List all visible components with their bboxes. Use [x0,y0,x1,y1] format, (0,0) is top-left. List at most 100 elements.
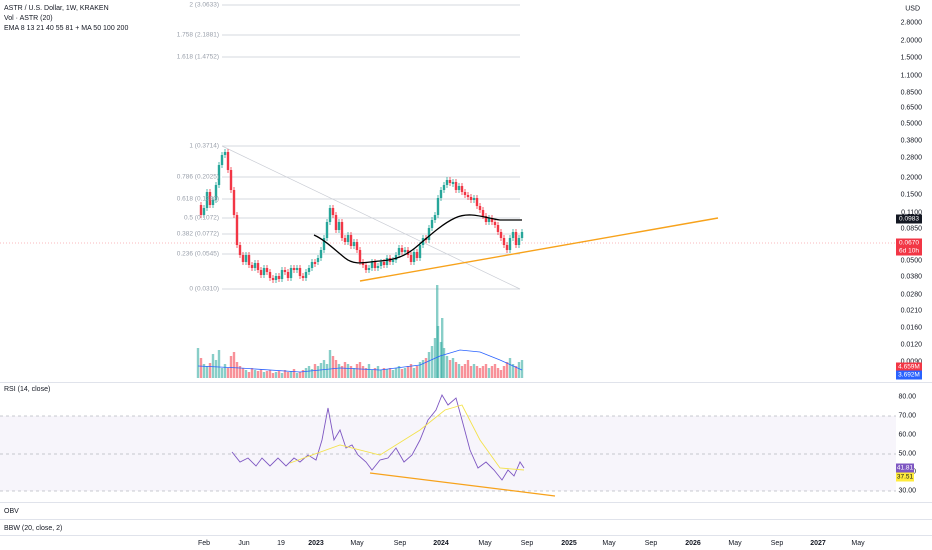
time-axis-label[interactable]: 2023 [308,540,324,547]
candle-body [364,265,368,270]
price-axis-label: 0.6500 [900,104,922,112]
rsi-ma-line [289,404,525,471]
price-axis[interactable]: USD [896,0,932,382]
rsi-band [0,416,896,491]
volume-bar [298,372,302,378]
volume-bar [478,368,482,378]
volume-bar [520,360,524,378]
volume-bar [373,368,377,378]
volume-bar [289,371,293,378]
pane-separator-obv[interactable] [0,502,932,503]
candle-body [367,268,371,270]
time-axis-label[interactable]: May [602,540,616,547]
time-axis-label[interactable]: Feb [197,540,211,547]
candle-body [493,222,497,225]
volume-indicator-label[interactable]: Vol · ASTR (20) [4,15,53,22]
volume-bar [441,318,444,378]
time-axis-label[interactable]: Sep [520,540,534,547]
price-axis-label: 0.1100 [901,209,922,217]
time-axis-label[interactable]: 2025 [561,540,577,547]
time-axis-label[interactable]: Sep [644,540,658,547]
volume-bar [451,358,455,378]
fib-level-label: 0.5 (0.1072) [183,214,219,222]
price-badge: 3.692M [896,370,922,380]
time-axis-label[interactable]: 2024 [433,540,449,547]
candle-body [409,255,413,262]
rsi-axis-label: 60.00 [898,431,916,439]
rsi-line [231,393,525,481]
candle-body [481,210,485,216]
candle-body [334,215,338,230]
volume-bar [496,368,500,378]
price-axis-label: 0.0280 [900,291,922,299]
fib-level-label: 0.236 (0.0545) [176,250,219,258]
volume-bar [370,370,374,378]
price-axis-label: 0.0160 [900,324,922,332]
time-axis-label[interactable]: May [478,540,492,547]
volume-bar [355,364,359,378]
time-axis-label[interactable]: Sep [770,540,784,547]
time-axis-label[interactable]: Jun [238,540,250,547]
obv-title[interactable]: OBV [4,508,19,515]
ema-line [313,214,522,264]
volume-bar [406,366,410,378]
candle-body [271,278,275,280]
candle-body [433,215,437,220]
time-axis-label[interactable]: May [350,540,364,547]
volume-bar [415,366,419,378]
candle-body [211,200,215,205]
volume-bar [511,364,515,378]
candle-body [376,266,380,268]
candle-body [241,255,245,262]
time-axis-label[interactable]: 19 [277,540,285,547]
rsi-badge: 37.51 [896,472,914,482]
time-axis-separator [0,535,932,536]
symbol-title[interactable]: ASTR / U.S. Dollar, 1W, KRAKEN [4,5,109,12]
volume-bar [424,358,428,378]
time-axis-label[interactable]: 2026 [685,540,701,547]
time-axis-label[interactable]: May [851,540,865,547]
candle-body [475,198,479,206]
price-axis-label: 0.5000 [900,120,922,128]
time-axis-label[interactable]: 2027 [810,540,826,547]
bbw-pane[interactable]: BBW (20, close, 2) [0,520,896,535]
volume-bar [325,364,329,378]
volume-bar [229,356,233,378]
price-axis-label: 0.0500 [900,257,922,265]
volume-bar [265,371,269,378]
candle-body [283,270,287,272]
candle-body [496,225,500,232]
price-axis-label: 0.0210 [900,307,922,315]
candle-body [382,262,386,265]
bbw-title[interactable]: BBW (20, close, 2) [4,525,63,532]
price-axis-label: 0.2800 [900,154,922,162]
volume-bar [208,363,212,378]
time-axis-label[interactable]: May [728,540,742,547]
volume-bar [316,366,320,378]
volume-bar [484,364,488,378]
candle-body [232,190,236,215]
price-axis-label: 0.3800 [900,137,922,145]
volume-bar [466,360,470,378]
time-axis-label[interactable]: Sep [393,540,407,547]
rsi-title[interactable]: RSI (14, close) [4,386,51,393]
obv-pane[interactable]: OBV [0,503,896,519]
volume-bar [490,366,494,378]
volume-bar [292,369,296,378]
pane-separator-rsi[interactable] [0,382,932,383]
candle-body [478,206,482,210]
volume-bar [304,368,308,378]
volume-bar [385,369,389,378]
volume-bar [400,369,404,378]
fib-level-label: 0 (0.0310) [189,285,219,293]
ema-indicator-label[interactable]: EMA 8 13 21 40 55 81 + MA 50 100 200 [4,25,129,32]
price-pane[interactable]: ASTR / U.S. Dollar, 1W, KRAKEN Vol · AST… [0,0,896,382]
candle-body [253,263,257,268]
candle-body [337,222,341,230]
candle-body [238,245,242,255]
volume-bar [337,364,341,378]
rsi-pane[interactable]: RSI (14, close) [0,383,896,502]
pane-separator-bbw[interactable] [0,519,932,520]
candle-body [295,268,299,270]
